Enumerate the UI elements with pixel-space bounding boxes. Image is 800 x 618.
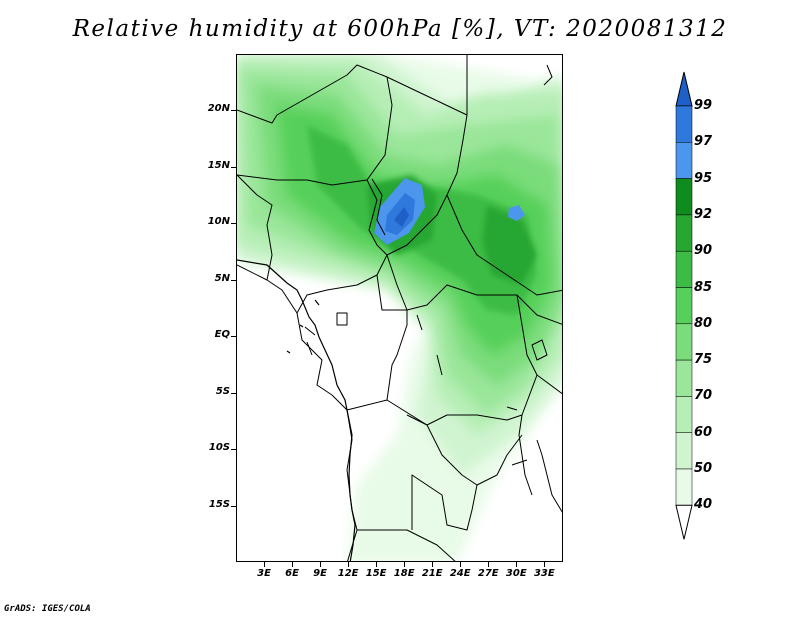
lon-label: 24E (449, 568, 471, 579)
lat-label: 5S (215, 385, 230, 397)
lat-tick (231, 449, 236, 451)
colorbar-max-arrow (675, 71, 693, 107)
colorbar-level-label: 92 (694, 206, 713, 222)
lon-label: 27E (477, 568, 499, 579)
lat-tick (231, 166, 236, 168)
coastline (237, 259, 356, 561)
lon-tick (460, 562, 462, 567)
colorbar-segment (675, 432, 693, 470)
colorbar-level-label: 70 (694, 388, 713, 404)
colorbar-level-label: 75 (694, 352, 713, 368)
rh-99-region (394, 207, 409, 227)
colorbar-segment (675, 287, 693, 325)
lat-label: 20N (207, 103, 230, 115)
lat-label: 15N (207, 159, 230, 171)
colorbar-level-label: 50 (694, 461, 713, 476)
lat-tick (231, 336, 236, 338)
lon-label: 21E (421, 568, 443, 579)
colorbar-segment (675, 142, 693, 179)
lon-tick (432, 562, 434, 567)
lon-label: 12E (337, 568, 359, 579)
lon-label: 33E (533, 568, 555, 579)
colorbar-level-label: 99 (694, 98, 713, 113)
colorbar-segment (675, 214, 693, 252)
lon-tick (404, 562, 406, 567)
rh-95-97-small-region (508, 205, 525, 221)
colorbar (675, 71, 693, 540)
colorbar-level-label: 80 (694, 315, 713, 331)
lon-label: 3E (257, 568, 271, 579)
lat-tick (231, 279, 236, 281)
lon-label: 9E (313, 568, 327, 579)
colorbar-level-label: 40 (694, 497, 713, 513)
lon-tick (544, 562, 546, 567)
lon-label: 30E (505, 568, 527, 579)
lat-label: 10N (207, 216, 230, 228)
country-borders (237, 55, 562, 561)
colorbar-segment (675, 323, 693, 361)
lon-label: 15E (365, 568, 387, 579)
lon-tick (488, 562, 490, 567)
lon-tick (292, 562, 294, 567)
lat-label: EQ (214, 329, 230, 341)
lon-label: 18E (393, 568, 415, 579)
colorbar-level-label: 85 (694, 279, 713, 295)
colorbar-segment (675, 250, 693, 288)
lon-tick (516, 562, 518, 567)
chart-title: Relative humidity at 600hPa [%], VT: 202… (72, 16, 728, 42)
colorbar-level-label: 97 (694, 134, 713, 150)
humidity-shading (237, 55, 562, 561)
map-plot-area (236, 54, 563, 562)
colorbar-level-label: 60 (694, 424, 713, 440)
lat-tick (231, 392, 236, 394)
colorbar-segment (675, 178, 693, 216)
footer-credit: GrADS: IGES/COLA (4, 604, 91, 614)
lon-label: 6E (285, 568, 299, 579)
lat-tick (231, 223, 236, 225)
lon-tick (320, 562, 322, 567)
lon-tick (264, 562, 266, 567)
colorbar-level-label: 95 (694, 170, 713, 186)
lat-label: 15S (208, 498, 230, 510)
colorbar-level-label: 90 (694, 243, 713, 259)
colorbar-segment (675, 359, 693, 397)
colorbar-segment (675, 105, 693, 143)
humidity-field-map (237, 55, 562, 561)
colorbar-segment (675, 468, 693, 506)
lat-label: 5N (214, 272, 230, 284)
colorbar-min-arrow (675, 504, 693, 540)
lon-tick (376, 562, 378, 567)
lat-label: 10S (208, 442, 230, 454)
lon-tick (348, 562, 350, 567)
colorbar-segment (675, 396, 693, 433)
lat-tick (231, 110, 236, 112)
lat-tick (231, 505, 236, 507)
